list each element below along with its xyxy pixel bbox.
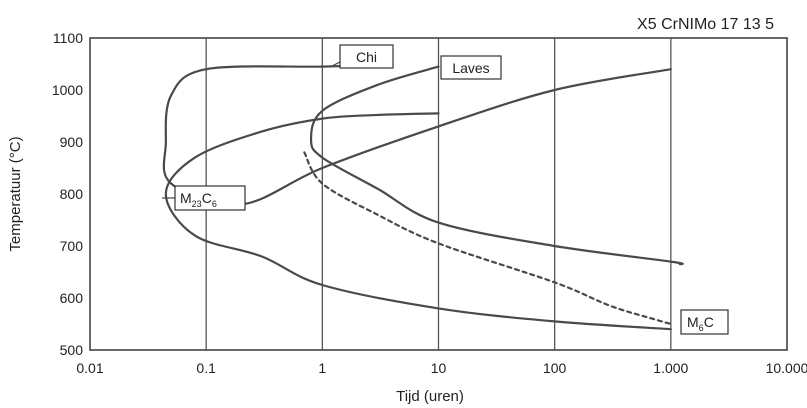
y-tick-labels: 500 600 700 800 900 1000 1100 xyxy=(52,30,83,358)
laves-label-text: Laves xyxy=(452,60,489,76)
chi-label-text: Chi xyxy=(356,49,377,65)
x-tick-label: 1.000 xyxy=(653,360,688,376)
x-tick-label: 0.01 xyxy=(76,360,103,376)
y-tick-label: 1100 xyxy=(53,30,83,46)
m6c-label: M6C xyxy=(680,309,729,335)
y-axis-title: Temperatuur (°C) xyxy=(7,136,24,251)
y-tick-label: 600 xyxy=(60,290,84,306)
chi-label: Chi xyxy=(331,44,394,69)
x-tick-label: 10 xyxy=(431,360,447,376)
curve-laves xyxy=(309,65,684,266)
x-tick-label: 1 xyxy=(318,360,326,376)
curve-m6c xyxy=(303,151,672,326)
m23c6-label-text: M23C6 xyxy=(180,190,217,209)
x-tick-label: 0.1 xyxy=(196,360,216,376)
y-tick-label: 900 xyxy=(60,134,84,150)
y-tick-label: 700 xyxy=(60,238,84,254)
y-tick-label: 800 xyxy=(60,186,84,202)
m23c6-label: M23C6 xyxy=(162,185,246,211)
steel-grade-title: X5 CrNIMo 17 13 5 xyxy=(637,16,774,33)
x-tick-labels: 0.01 0.1 1 10 100 1.000 10.000 xyxy=(76,360,807,376)
x-tick-label: 100 xyxy=(543,360,567,376)
y-tick-label: 1000 xyxy=(52,82,83,98)
curve-m23c6 xyxy=(164,112,672,331)
x-tick-label: 10.000 xyxy=(766,360,807,376)
y-tick-label: 500 xyxy=(60,342,84,358)
m6c-label-text: M6C xyxy=(687,314,714,333)
grid xyxy=(205,38,672,350)
x-axis-title: Tijd (uren) xyxy=(396,388,464,405)
curve-chi xyxy=(162,63,672,206)
laves-label: Laves xyxy=(440,55,502,80)
